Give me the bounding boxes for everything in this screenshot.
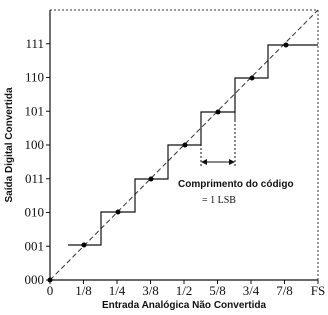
point	[81, 242, 87, 248]
point	[283, 42, 289, 48]
y-tick-label: 100	[25, 137, 45, 152]
annotation-value: = 1 LSB	[202, 195, 236, 206]
y-tick-label: 001	[25, 238, 45, 253]
y-tick-label: 111	[25, 36, 44, 51]
y-tick-label: 000	[25, 272, 45, 287]
point	[182, 142, 188, 148]
annotation-title: Comprimento do código	[178, 179, 294, 190]
x-tick-label: 0	[47, 283, 54, 298]
point	[215, 109, 221, 115]
sample-points	[47, 42, 289, 283]
x-tick-label: FS	[311, 283, 325, 298]
point	[115, 209, 121, 215]
x-tick-label: 1/2	[176, 283, 193, 298]
y-axis-title: Saída Digital Convertida	[4, 87, 15, 202]
y-tick-label: 010	[25, 205, 45, 220]
y-tick-label: 110	[25, 70, 44, 85]
point	[148, 176, 154, 182]
y-tick-label: 101	[25, 103, 45, 118]
x-tick-label: 1/4	[109, 283, 126, 298]
x-tick-label: 7/8	[276, 283, 293, 298]
x-tick-label: 1/8	[75, 283, 92, 298]
x-axis-title: Entrada Analógica Não Convertida	[102, 300, 267, 311]
y-tick-label: 011	[25, 171, 44, 186]
x-tick-label: 5/8	[209, 283, 226, 298]
x-tick-label: 3/4	[243, 283, 260, 298]
staircase	[68, 44, 318, 246]
x-tick-label: 3/8	[142, 283, 159, 298]
point	[249, 75, 255, 81]
